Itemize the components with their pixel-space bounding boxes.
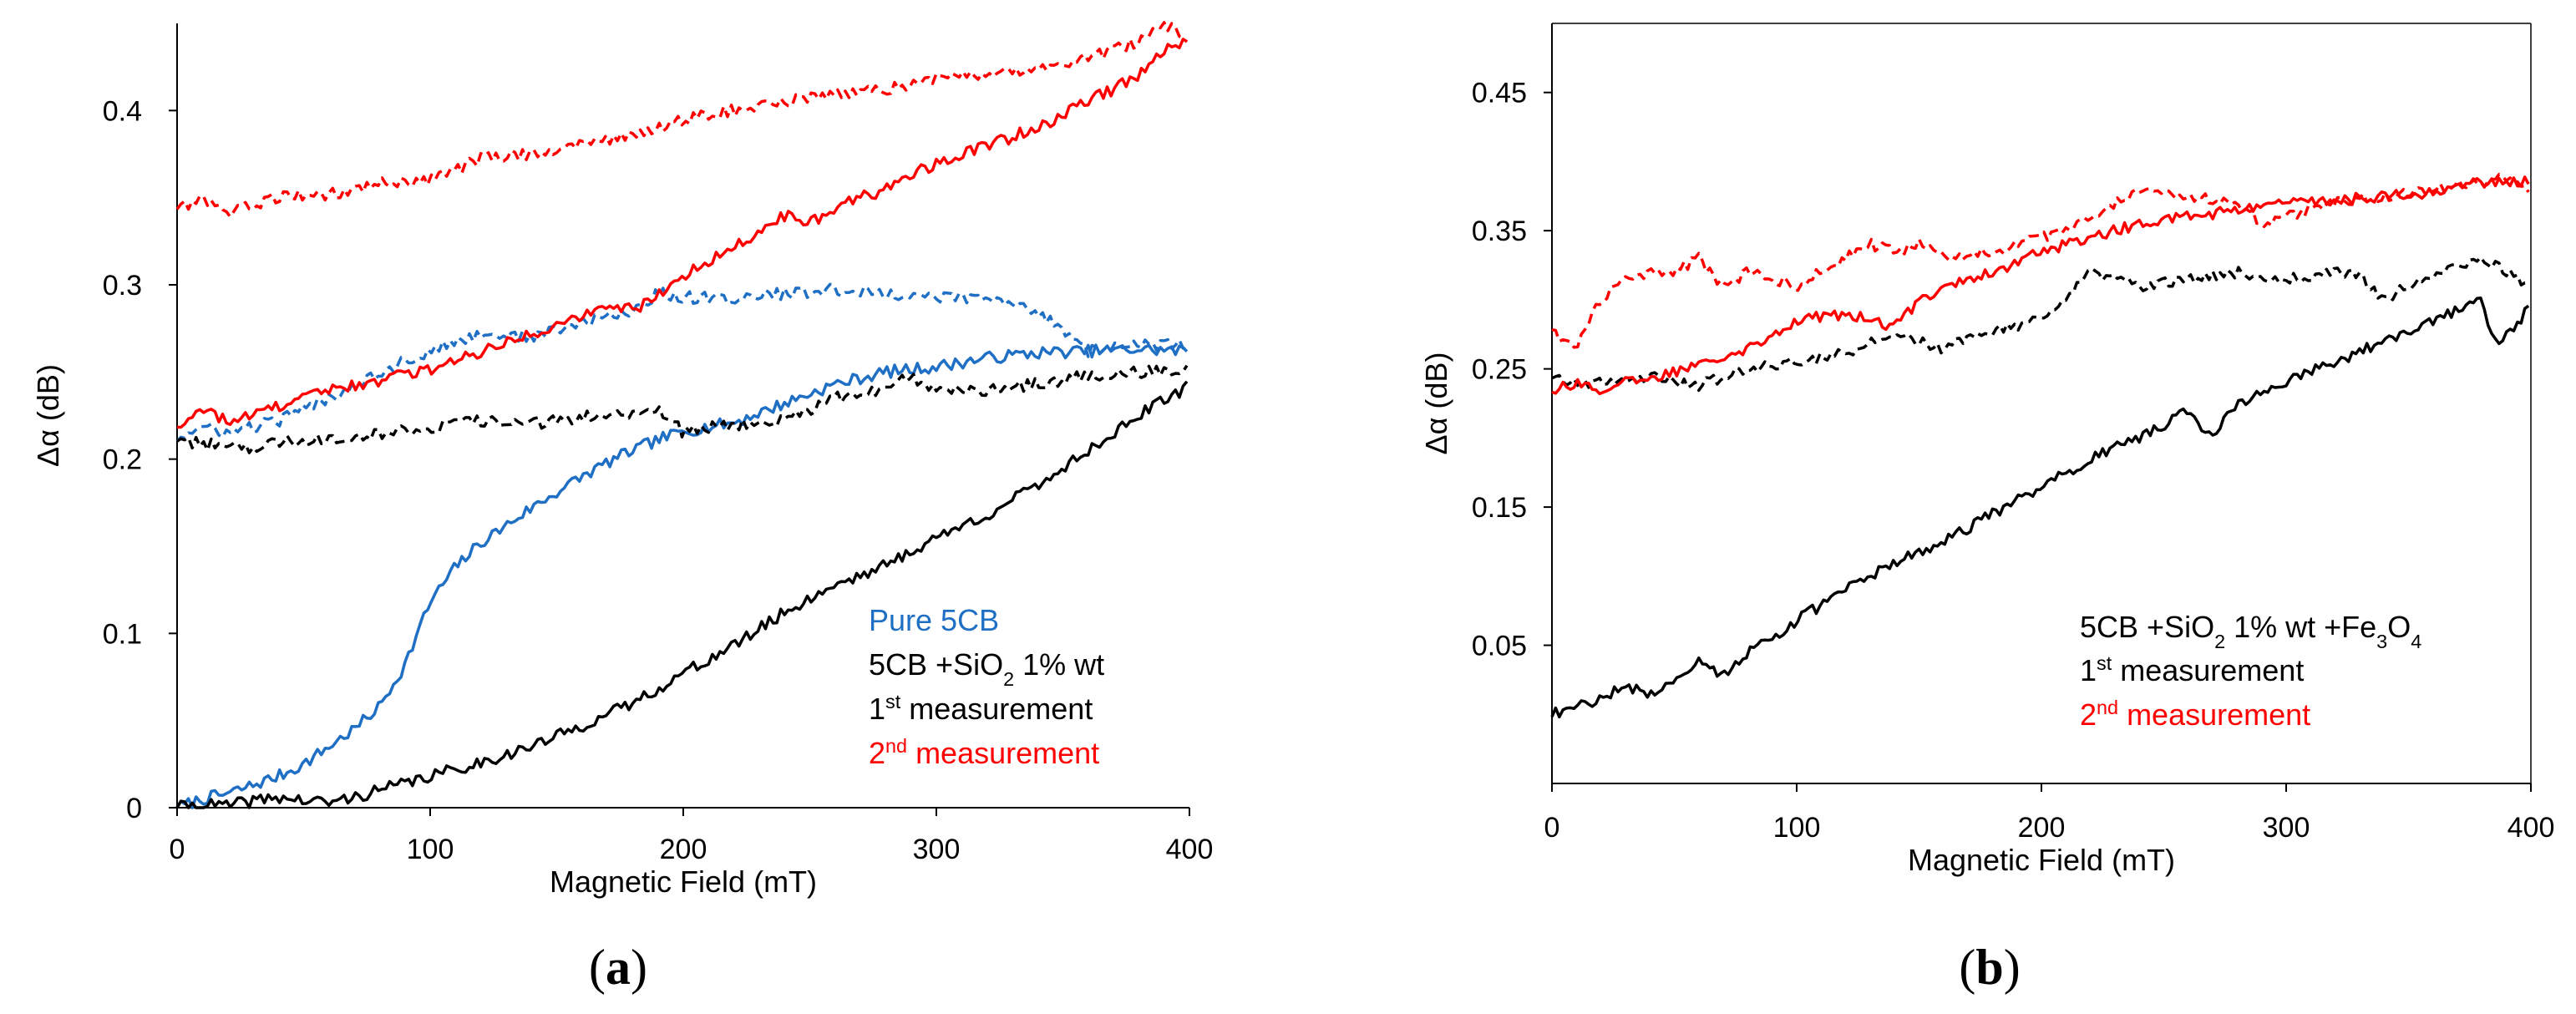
legend-entry: 2nd measurement (2080, 697, 2310, 732)
series-line (175, 21, 1189, 219)
y-tick-label: 0.35 (1472, 215, 1527, 247)
y-tick-label: 0.15 (1472, 492, 1527, 524)
panel-label: (b) (1959, 940, 2020, 995)
x-tick-label: 0 (170, 834, 185, 865)
legend-entry: 1st measurement (869, 691, 1093, 726)
y-tick-label: 0.05 (1472, 631, 1527, 662)
series-line (175, 343, 1189, 809)
legend-entry: Pure 5CB (869, 603, 999, 637)
legend-entry: 5CB +SiO2 1% wt (869, 647, 1104, 690)
y-tick-label: 0.45 (1472, 78, 1527, 109)
y-tick-label: 0.3 (103, 270, 142, 302)
x-tick-label: 200 (660, 834, 707, 865)
series-line (175, 380, 1189, 809)
y-axis-label: Δα (dB) (31, 364, 65, 467)
series-line (1551, 256, 2529, 393)
series-line (176, 364, 1189, 454)
chart-panel-a: 0 0.1 0.2 0.3 0.4 0 100 200 300 400 Magnetic Field… (31, 21, 1214, 995)
y-tick-label: 0 (126, 793, 142, 824)
y-tick-label: 0.4 (103, 95, 142, 127)
series-line (1551, 175, 2530, 396)
series-line (1551, 172, 2530, 349)
x-tick-label: 100 (407, 834, 454, 865)
y-tick-label: 0.25 (1472, 354, 1527, 386)
x-tick-label: 400 (2508, 812, 2555, 844)
x-axis-label: Magnetic Field (mT) (1908, 843, 2175, 877)
x-tick-label: 300 (913, 834, 961, 865)
series-line (176, 38, 1188, 429)
y-tick-label: 0.1 (103, 618, 142, 650)
y-tick-label: 0.2 (103, 444, 142, 476)
x-tick-label: 400 (1166, 834, 1214, 865)
x-tick-label: 100 (1773, 812, 1821, 844)
x-axis-label: Magnetic Field (mT) (550, 864, 817, 899)
legend-entry: 1st measurement (2080, 652, 2304, 687)
panel-label: (a) (589, 940, 647, 995)
x-tick-label: 200 (2018, 812, 2066, 844)
x-tick-label: 0 (1544, 812, 1560, 844)
legend-entry: 2nd measurement (869, 735, 1099, 770)
x-tick-label: 300 (2263, 812, 2310, 844)
chart-panel-b: 0.05 0.15 0.25 0.35 0.45 0 100 200 300 400 Magneti… (1419, 23, 2554, 995)
y-axis-label: Δα (dB) (1419, 352, 1453, 455)
series-line (175, 282, 1188, 443)
series-line (1550, 297, 2530, 719)
legend-entry: 5CB +SiO2 1% wt +Fe3O4 (2080, 610, 2421, 652)
